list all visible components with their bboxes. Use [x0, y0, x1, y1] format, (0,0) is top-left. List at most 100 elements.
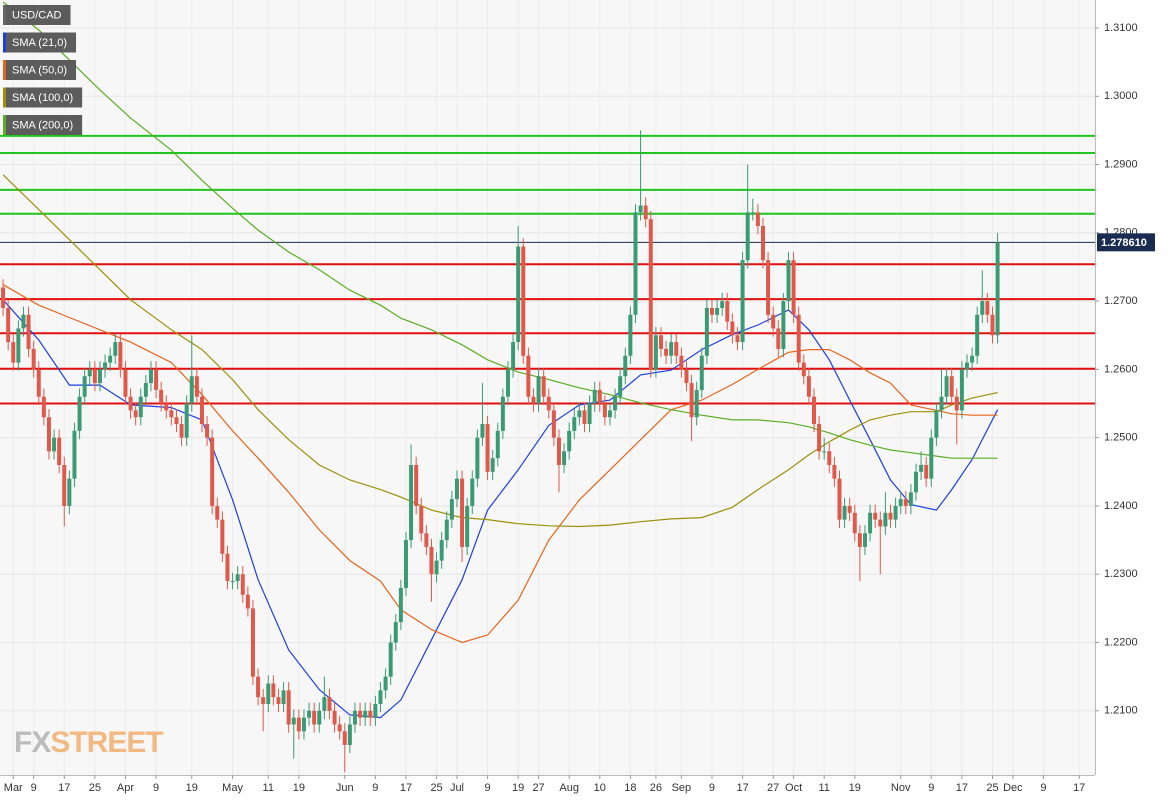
candle-body — [179, 424, 184, 438]
candle-body — [893, 505, 898, 520]
candle-body — [852, 512, 857, 534]
legend-swatch — [3, 5, 6, 25]
candle-body — [92, 369, 97, 384]
grid — [0, 0, 1095, 775]
y-tick-label: 1.2500 — [1104, 432, 1138, 444]
candle-body — [383, 676, 388, 691]
candle-body — [745, 212, 750, 261]
candles — [1, 130, 1000, 773]
x-tick-label: 11 — [818, 782, 829, 794]
legend-label: SMA (100,0) — [12, 92, 73, 104]
candle-body — [271, 683, 276, 698]
legend-box — [3, 115, 83, 135]
candle-body — [46, 417, 51, 452]
x-tick-label: 17 — [956, 782, 968, 794]
candle-body — [964, 362, 969, 370]
candle-body — [842, 505, 847, 520]
candle-body — [694, 389, 699, 418]
candle-body — [633, 212, 638, 315]
candle-body — [189, 376, 194, 404]
sma-line — [2, 1, 998, 459]
candle-body — [434, 560, 439, 575]
x-tick-label: 17 — [736, 782, 748, 794]
candle-body — [995, 242, 1000, 336]
candle-body — [21, 314, 26, 329]
candle-body — [929, 437, 934, 479]
candle-body — [322, 697, 327, 711]
candle-body — [41, 396, 46, 418]
candle-body — [827, 451, 832, 465]
legend-box — [3, 87, 83, 108]
candle-body — [878, 519, 883, 527]
candle-body — [704, 307, 709, 356]
candle-body — [811, 396, 816, 425]
candle-body — [36, 369, 41, 397]
candle-body — [210, 437, 215, 506]
x-tick-label: 9 — [372, 782, 378, 794]
candle-body — [26, 314, 31, 349]
candle-body — [301, 717, 306, 732]
candle-body — [664, 348, 669, 356]
candle-body — [822, 451, 827, 453]
legend-box — [3, 32, 77, 53]
x-tick-label: 19 — [293, 782, 305, 794]
candle-body — [307, 710, 312, 718]
x-tick-label: Aug — [559, 782, 579, 794]
x-tick-label: 17 — [1073, 782, 1085, 794]
candle-body — [888, 512, 893, 520]
x-tick-label: 9 — [709, 782, 715, 794]
candle-body — [276, 697, 281, 704]
candle-body — [715, 307, 720, 315]
candle-body — [454, 478, 459, 500]
candle-body — [347, 724, 352, 745]
plot-area — [0, 0, 1095, 775]
last-price-label: 1.278610 — [1101, 237, 1147, 249]
candle-body — [623, 355, 628, 377]
candle-body — [31, 348, 36, 370]
candle-body — [363, 710, 368, 718]
candle-body — [669, 342, 674, 356]
candle-body — [725, 301, 730, 322]
x-tick-label: 9 — [153, 782, 159, 794]
candle-body — [689, 383, 694, 418]
candle-body — [1, 287, 6, 308]
candle-body — [256, 676, 261, 698]
x-tick-label: 18 — [624, 782, 636, 794]
candle-body — [52, 437, 57, 452]
candle-body — [730, 321, 735, 336]
candle-body — [133, 410, 138, 418]
candle-body — [766, 260, 771, 315]
candle-body — [577, 410, 582, 418]
candle-body — [154, 369, 159, 390]
watermark-street: STREET — [50, 726, 163, 759]
candle-body — [485, 424, 490, 472]
x-tick-label: Nov — [891, 782, 911, 794]
candle-body — [97, 369, 102, 384]
candle-body — [985, 301, 990, 315]
candle-body — [628, 314, 633, 356]
candle-body — [720, 301, 725, 308]
candle-body — [959, 369, 964, 411]
legend-label: SMA (21,0) — [12, 37, 67, 49]
candle-body — [6, 307, 11, 343]
candle-body — [613, 396, 618, 411]
y-tick-label: 1.2400 — [1104, 500, 1138, 512]
candle-body — [77, 396, 82, 431]
legend-swatch — [3, 115, 6, 135]
x-tick-label: 25 — [430, 782, 442, 794]
candle-body — [414, 465, 419, 506]
candle-body — [11, 342, 16, 363]
candle-body — [118, 342, 123, 370]
candle-body — [169, 410, 174, 418]
x-tick-label: Dec — [1003, 782, 1023, 794]
candle-body — [699, 355, 704, 390]
candle-body — [582, 410, 587, 425]
candle-body — [327, 697, 332, 711]
candle-body — [806, 376, 811, 397]
y-tick-label: 1.2300 — [1104, 568, 1138, 580]
candle-body — [781, 301, 786, 349]
candle-body — [123, 369, 128, 397]
candle-body — [245, 594, 250, 609]
x-tick-label: 9 — [928, 782, 934, 794]
